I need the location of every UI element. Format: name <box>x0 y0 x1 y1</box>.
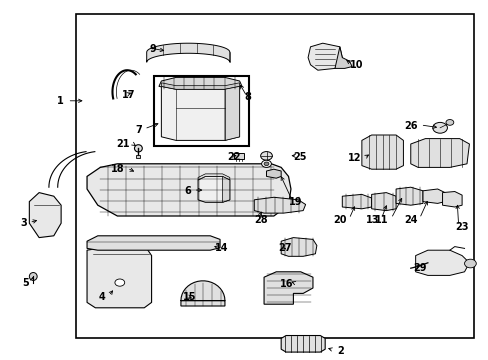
Polygon shape <box>87 248 151 308</box>
Text: 15: 15 <box>183 292 197 302</box>
Text: 2: 2 <box>337 346 344 356</box>
Text: 6: 6 <box>183 186 190 196</box>
Text: 10: 10 <box>349 60 363 70</box>
Polygon shape <box>222 176 229 202</box>
Bar <box>76 14 473 338</box>
Polygon shape <box>281 238 316 256</box>
Text: 24: 24 <box>404 215 417 225</box>
Polygon shape <box>224 86 239 140</box>
Text: 29: 29 <box>412 263 426 273</box>
Text: 19: 19 <box>288 197 302 207</box>
Text: 20: 20 <box>333 215 346 225</box>
Polygon shape <box>334 47 351 68</box>
Polygon shape <box>29 193 61 238</box>
Text: 22: 22 <box>227 152 241 162</box>
Text: 12: 12 <box>347 153 361 163</box>
Polygon shape <box>361 135 403 169</box>
Bar <box>233 153 244 159</box>
Text: 11: 11 <box>374 215 388 225</box>
Text: 18: 18 <box>111 164 124 174</box>
Polygon shape <box>87 236 220 250</box>
Polygon shape <box>264 272 312 304</box>
Text: 3: 3 <box>20 218 27 228</box>
Ellipse shape <box>134 145 142 152</box>
Polygon shape <box>410 139 468 167</box>
Text: 9: 9 <box>149 44 156 54</box>
Text: 16: 16 <box>279 279 293 289</box>
Polygon shape <box>181 281 224 306</box>
Text: 23: 23 <box>454 222 468 232</box>
Polygon shape <box>307 43 342 70</box>
Polygon shape <box>198 174 229 180</box>
Polygon shape <box>161 83 239 89</box>
Text: 26: 26 <box>404 121 417 131</box>
Ellipse shape <box>29 273 37 280</box>
Bar <box>136 155 140 158</box>
Text: 17: 17 <box>122 90 136 100</box>
Polygon shape <box>442 192 461 207</box>
Polygon shape <box>161 86 239 140</box>
Circle shape <box>260 152 272 160</box>
Text: 4: 4 <box>98 292 105 302</box>
Circle shape <box>261 160 271 167</box>
Circle shape <box>264 162 268 166</box>
Polygon shape <box>371 193 395 211</box>
Bar <box>154 76 249 146</box>
Polygon shape <box>159 77 242 89</box>
Text: 13: 13 <box>365 215 378 225</box>
Circle shape <box>115 279 124 286</box>
Text: 14: 14 <box>215 243 228 253</box>
Text: 28: 28 <box>254 215 267 225</box>
Text: 7: 7 <box>135 125 142 135</box>
Text: 8: 8 <box>244 92 251 102</box>
Polygon shape <box>254 197 305 213</box>
Circle shape <box>464 259 475 268</box>
Text: 21: 21 <box>116 139 129 149</box>
Polygon shape <box>281 336 325 352</box>
Polygon shape <box>198 176 229 202</box>
Polygon shape <box>342 194 371 209</box>
Polygon shape <box>266 169 281 178</box>
Text: 1: 1 <box>57 96 63 106</box>
Polygon shape <box>395 187 422 205</box>
Text: 27: 27 <box>278 243 292 253</box>
Text: 5: 5 <box>22 278 29 288</box>
Circle shape <box>432 122 447 133</box>
Polygon shape <box>415 250 468 275</box>
Circle shape <box>445 120 453 125</box>
Polygon shape <box>146 43 229 62</box>
Polygon shape <box>87 164 290 216</box>
Polygon shape <box>422 189 444 203</box>
Text: 25: 25 <box>293 152 306 162</box>
